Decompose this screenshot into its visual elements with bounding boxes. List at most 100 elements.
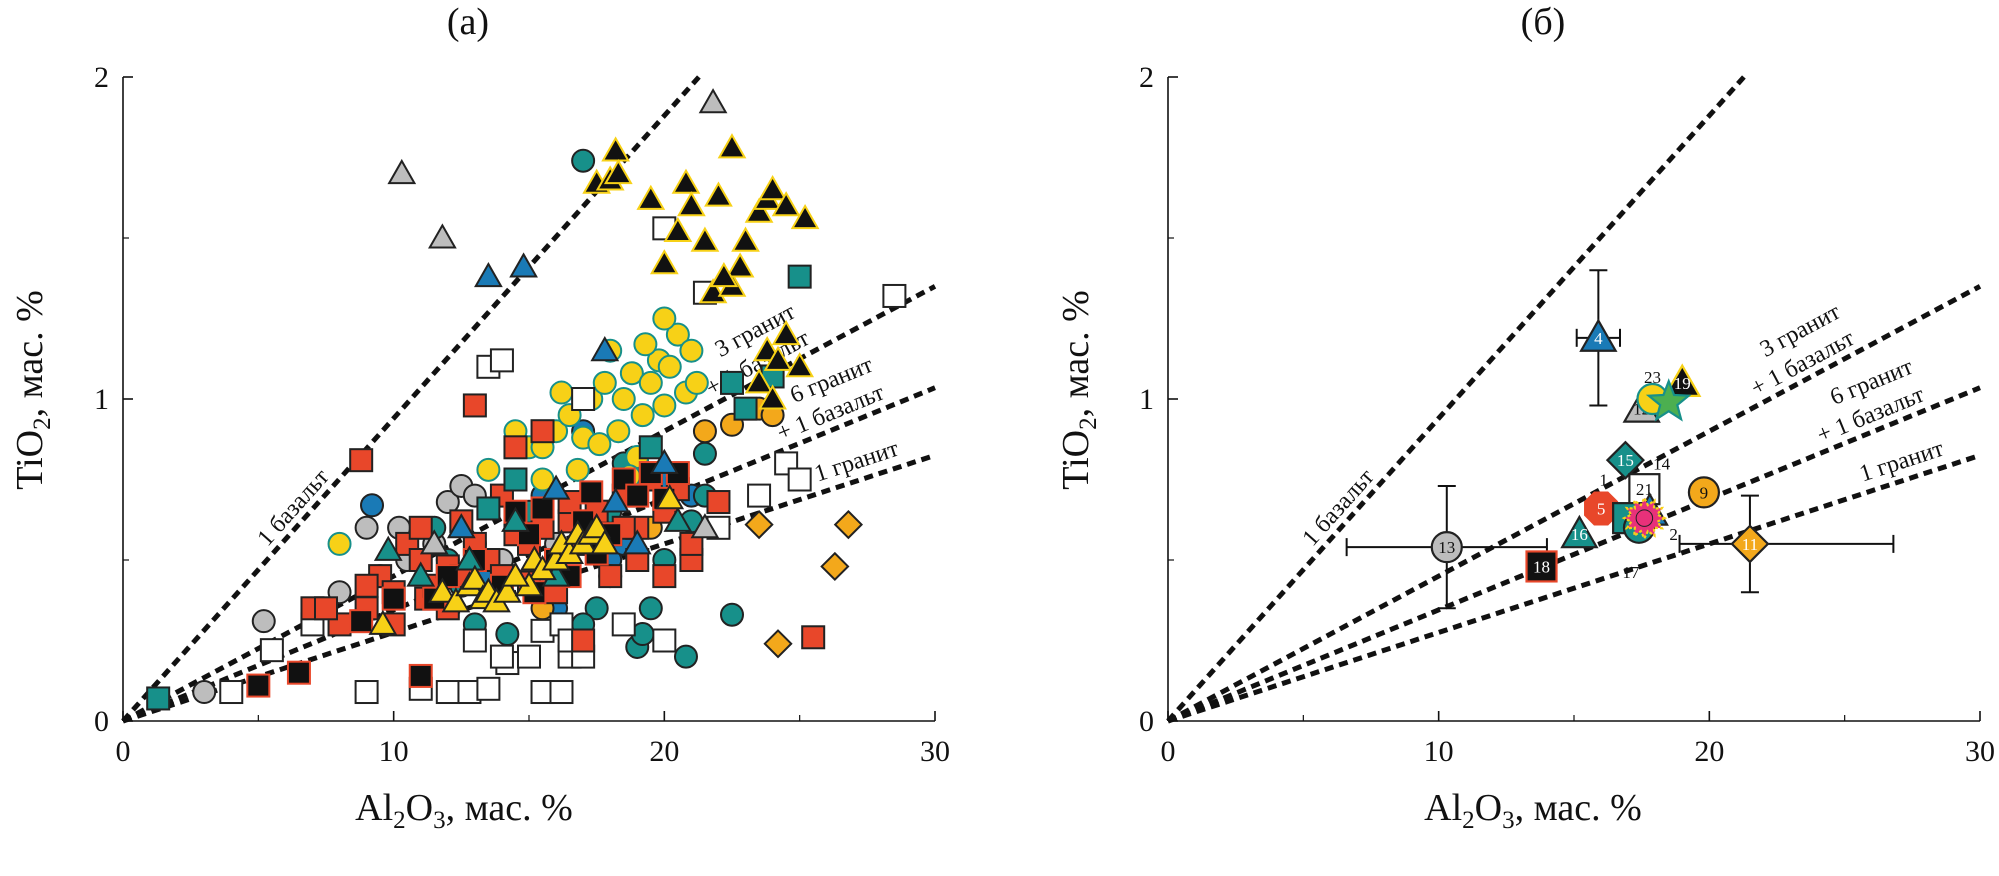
data-point-square	[354, 680, 379, 705]
data-point-circle	[592, 370, 617, 395]
starburst-core	[1635, 509, 1654, 527]
data-point-square	[476, 676, 501, 701]
reference-line-1	[1166, 284, 1982, 724]
data-point-square	[530, 496, 555, 521]
data-point-5	[1584, 491, 1619, 526]
data-point-circle	[587, 432, 612, 457]
data-point-circle	[679, 338, 704, 363]
data-point-circle	[549, 380, 574, 405]
point-label-13: 13	[1438, 538, 1455, 557]
point-label-9: 9	[1700, 483, 1709, 502]
data-point-circle	[652, 306, 677, 331]
data-point-triangle	[785, 352, 815, 378]
data-point-square	[489, 644, 514, 669]
data-point-square	[549, 680, 574, 705]
data-point-circle	[565, 457, 590, 482]
data-point-square	[733, 396, 758, 421]
data-point-triangle	[582, 513, 612, 539]
data-point-triangle	[649, 249, 679, 275]
data-point-triangle	[744, 197, 774, 223]
data-point-square	[286, 660, 311, 685]
y-tick-label: 2	[94, 61, 109, 94]
y-tick-label: 1	[1139, 383, 1154, 416]
y-tick-label: 2	[1139, 61, 1154, 94]
data-point-triangle	[590, 336, 620, 362]
data-point-square	[625, 483, 650, 508]
data-point-circle	[584, 596, 609, 621]
data-point-triangle	[419, 529, 449, 555]
data-point-circle	[633, 332, 658, 357]
x-tick-label: 30	[1965, 735, 1995, 768]
data-point-triangle	[758, 384, 787, 410]
data-point-square	[571, 387, 596, 411]
data-point-circle	[692, 441, 717, 466]
data-point-triangle	[649, 448, 679, 474]
data-point-triangle	[763, 345, 793, 371]
data-point-triangle	[590, 529, 620, 555]
reference-line-2	[1167, 385, 1981, 724]
data-point-4	[1579, 318, 1618, 352]
data-point-triangle	[725, 252, 755, 278]
panel-b-x-axis-label: Al2O3, мас. %	[1424, 787, 1642, 834]
data-point-square	[349, 448, 374, 473]
data-point-triangle	[428, 223, 457, 249]
data-point-triangle	[655, 484, 685, 510]
data-point-triangle	[455, 545, 484, 571]
data-point-circle	[638, 596, 663, 621]
point-label-11: 11	[1742, 535, 1758, 554]
data-point-circle	[657, 354, 682, 379]
data-point-triangle	[501, 506, 530, 532]
data-point-square	[652, 628, 677, 653]
data-point-triangle	[446, 513, 476, 539]
panel-b-y-axis-label: TiO2, мас. %	[1055, 290, 1102, 490]
data-point-square	[882, 283, 907, 308]
data-point-square	[462, 628, 487, 653]
data-point-circle	[652, 393, 677, 418]
data-point-circle	[192, 680, 217, 705]
y-tick-label: 1	[94, 383, 109, 416]
data-point-circle	[692, 419, 717, 444]
reference-line-0	[121, 75, 701, 723]
data-point-diamond	[820, 551, 850, 582]
data-point-circle	[720, 602, 744, 627]
data-point-square	[706, 490, 731, 515]
point-label-16: 16	[1571, 525, 1588, 544]
data-point-triangle	[744, 368, 774, 394]
data-point-triangle	[771, 191, 801, 217]
y-tick-label: 0	[1139, 705, 1154, 738]
data-point-square	[219, 680, 244, 705]
data-point-diamond	[833, 509, 864, 540]
data-point-square	[579, 480, 604, 505]
data-point-square	[787, 467, 812, 492]
data-point-triangle	[474, 261, 503, 288]
data-point-triangle	[709, 261, 739, 288]
data-point-square	[517, 644, 541, 669]
data-point-triangle	[636, 184, 666, 210]
data-point-square	[571, 628, 596, 653]
data-point-circle	[638, 370, 663, 395]
data-point-triangle	[373, 535, 403, 561]
data-point-square	[801, 625, 826, 650]
data-point-circle	[327, 531, 352, 556]
point-label-17: 17	[1622, 563, 1640, 582]
data-point-square	[381, 586, 406, 611]
data-point-circle	[611, 387, 636, 411]
data-point-square	[489, 348, 514, 373]
data-point-diamond	[744, 509, 774, 540]
point-label-15: 15	[1617, 451, 1634, 470]
data-point-diamond	[763, 629, 793, 659]
data-point-triangle	[690, 513, 720, 539]
data-point-16	[1560, 514, 1599, 549]
data-point-triangle	[771, 319, 801, 346]
data-point-square	[720, 370, 744, 395]
data-point-triangle	[717, 133, 747, 159]
data-point-triangle	[663, 506, 693, 532]
panel-a-x-axis-label: Al2O3, мас. %	[355, 787, 573, 834]
data-point-triangle	[501, 561, 530, 587]
reference-line-label: 1 базальт	[253, 464, 335, 552]
data-point-square	[435, 680, 460, 705]
data-point-unlabeled	[1645, 378, 1692, 422]
data-point-square	[503, 467, 528, 492]
data-point-square	[476, 496, 501, 521]
